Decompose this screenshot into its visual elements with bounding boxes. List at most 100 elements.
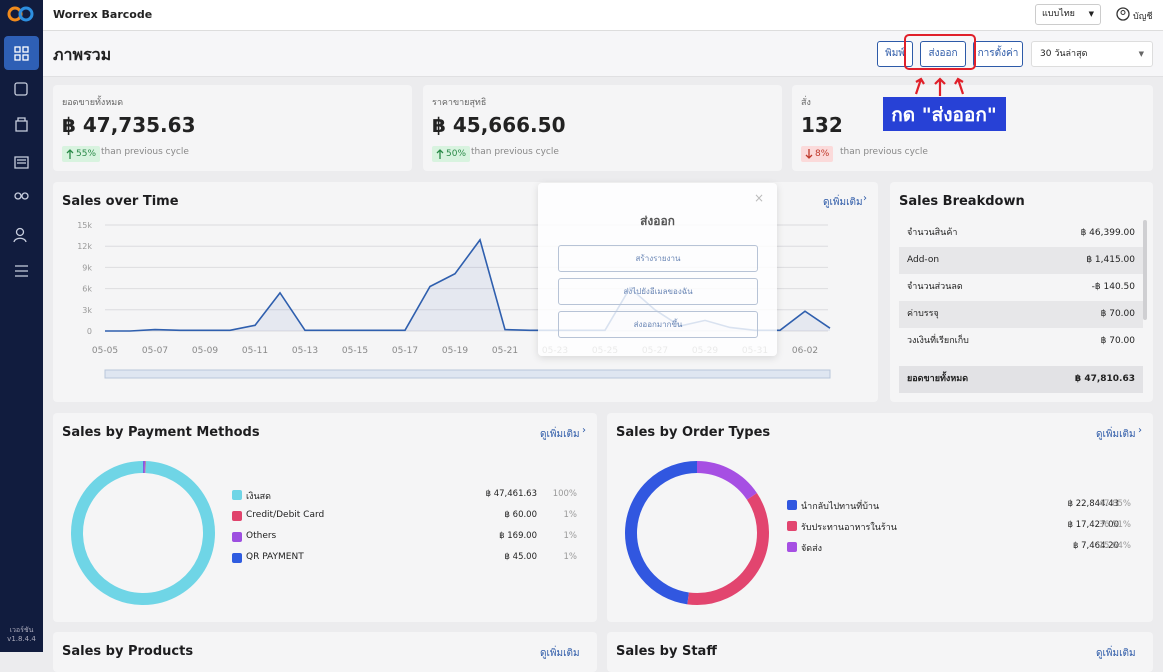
y-tick-label: 15k	[77, 221, 92, 230]
legend-label: นำกลับไปทานที่บ้าน	[801, 499, 879, 513]
x-tick-label: 05-07	[142, 346, 168, 356]
nav-icon[interactable]	[17, 229, 24, 236]
x-tick-label: 05-09	[192, 346, 218, 356]
x-tick-label: 05-05	[92, 346, 118, 356]
donut	[607, 413, 807, 622]
breakdown-amount: ฿ 70.00	[1101, 328, 1135, 355]
more-link[interactable]: ดูเพิ่มเติม	[1096, 427, 1136, 442]
kpi-change-badge: 50%	[432, 146, 470, 162]
donut-segment	[77, 467, 209, 599]
legend-percent: 15.64%	[1099, 541, 1131, 551]
breakdown-row: วงเงินที่เรียกเก็บ ฿ 70.00	[899, 328, 1143, 355]
x-tick-label: 05-17	[392, 346, 418, 356]
legend-swatch	[232, 553, 242, 563]
arrows	[916, 79, 963, 96]
x-tick-label: 06-02	[792, 346, 818, 356]
nav-icon[interactable]	[15, 193, 21, 199]
scrollbar	[1143, 220, 1147, 320]
breakdown-amount: ฿ 46,399.00	[1081, 220, 1135, 247]
legend-label: QR PAYMENT	[246, 552, 304, 562]
breakdown-label: จำนวนส่วนลด	[907, 274, 963, 301]
y-tick-label: 0	[87, 327, 92, 336]
nav-icon[interactable]	[15, 266, 28, 276]
highlight-box	[905, 35, 975, 69]
legend-percent: 47.85%	[1099, 499, 1131, 509]
version: v1.8.4.4	[0, 635, 43, 643]
legend-label: จัดส่ง	[801, 541, 822, 555]
legend-label: เงินสด	[246, 489, 271, 503]
x-tick-label: 05-11	[242, 346, 268, 356]
legend-swatch	[787, 542, 797, 552]
donut-segment	[688, 496, 763, 599]
breakdown-amount: -฿ 140.50	[1092, 274, 1135, 301]
legend-swatch	[232, 511, 242, 521]
legend-swatch	[232, 532, 242, 542]
close-icon[interactable]: ×	[754, 191, 764, 205]
zoom-slider	[105, 370, 830, 378]
more-link[interactable]: ดูเพิ่มเติม	[540, 427, 580, 442]
chart-title: Sales Breakdown	[899, 194, 1025, 209]
x-tick-label: 05-19	[442, 346, 468, 356]
y-tick-label: 9k	[82, 263, 92, 272]
donut	[53, 413, 253, 622]
breakdown-label: ค่าบรรจุ	[907, 301, 939, 328]
legend-percent: 36.51%	[1099, 520, 1131, 530]
annotation-layer: กด "ส่งออก"	[0, 0, 1163, 140]
annotation: กด "ส่งออก"	[891, 104, 996, 126]
y-tick-label: 12k	[77, 242, 92, 251]
breakdown-row: Add-on฿ 1,415.00	[899, 247, 1143, 274]
modal-option[interactable]: ส่งไปยังอีเมลของฉัน	[558, 278, 758, 305]
legend-percent: 1%	[564, 531, 578, 541]
kpi-change-badge: 8%	[801, 146, 833, 162]
x-tick-label: 05-13	[292, 346, 318, 356]
page: เวอร์ชัน v1.8.4.4 Worrex Barcode แบบไทย▼…	[0, 0, 1163, 652]
x-tick-label: 05-15	[342, 346, 368, 356]
breakdown-row: จำนวนสินค้า ฿ 46,399.00	[899, 220, 1143, 247]
legend-swatch	[787, 500, 797, 510]
nav-icon[interactable]	[15, 157, 28, 168]
legend-amount: ฿ 45.00	[505, 552, 537, 562]
breakdown-label: วงเงินที่เรียกเก็บ	[907, 328, 969, 355]
kpi-note: than previous cycle	[840, 147, 928, 157]
more-link[interactable]: ดูเพิ่มเติม	[1096, 646, 1136, 661]
modal-title: ส่งออก	[538, 212, 777, 231]
kpi-change: 8%	[815, 149, 829, 159]
chevron: ›	[1138, 425, 1142, 436]
legend-swatch	[787, 521, 797, 531]
export-modal: × ส่งออก สร้างรายงานส่งไปยังอีเมลของฉันส…	[538, 183, 777, 356]
legend-percent: 100%	[553, 489, 577, 499]
legend-label: Others	[246, 531, 276, 541]
legend-percent: 1%	[564, 552, 578, 562]
legend-label: รับประทานอาหารในร้าน	[801, 520, 897, 534]
modal-option[interactable]: สร้างรายงาน	[558, 245, 758, 272]
legend-amount: ฿ 60.00	[505, 510, 537, 520]
legend-percent: 1%	[564, 510, 578, 520]
kpi-arrow	[65, 146, 75, 162]
y-tick-label: 6k	[82, 285, 92, 294]
legend-label: Credit/Debit Card	[246, 510, 324, 520]
breakdown-row: ค่าบรรจุ ฿ 70.00	[899, 301, 1143, 328]
breakdown-label: Add-on	[907, 247, 939, 274]
kpi-change-badge: 55%	[62, 146, 100, 162]
donut-segment	[631, 467, 697, 598]
y-tick-label: 3k	[82, 306, 92, 315]
breakdown-label: จำนวนสินค้า	[907, 220, 957, 247]
kpi-arrow	[804, 146, 814, 162]
more-link[interactable]: ดูเพิ่มเติม	[540, 646, 580, 661]
kpi-note: than previous cycle	[471, 147, 559, 157]
donut-segment	[697, 467, 752, 496]
breakdown-amount: ฿ 70.00	[1101, 301, 1135, 328]
kpi-change: 50%	[446, 149, 466, 159]
legend-amount: ฿ 47,461.63	[486, 489, 537, 499]
legend-amount: ฿ 169.00	[499, 531, 537, 541]
kpi-arrow	[435, 146, 445, 162]
modal-option[interactable]: ส่งออกมากขึ้น	[558, 311, 758, 338]
legend-swatch	[232, 490, 242, 500]
chevron: ›	[582, 425, 586, 436]
total-label: ยอดขายทั้งหมด	[907, 366, 968, 393]
